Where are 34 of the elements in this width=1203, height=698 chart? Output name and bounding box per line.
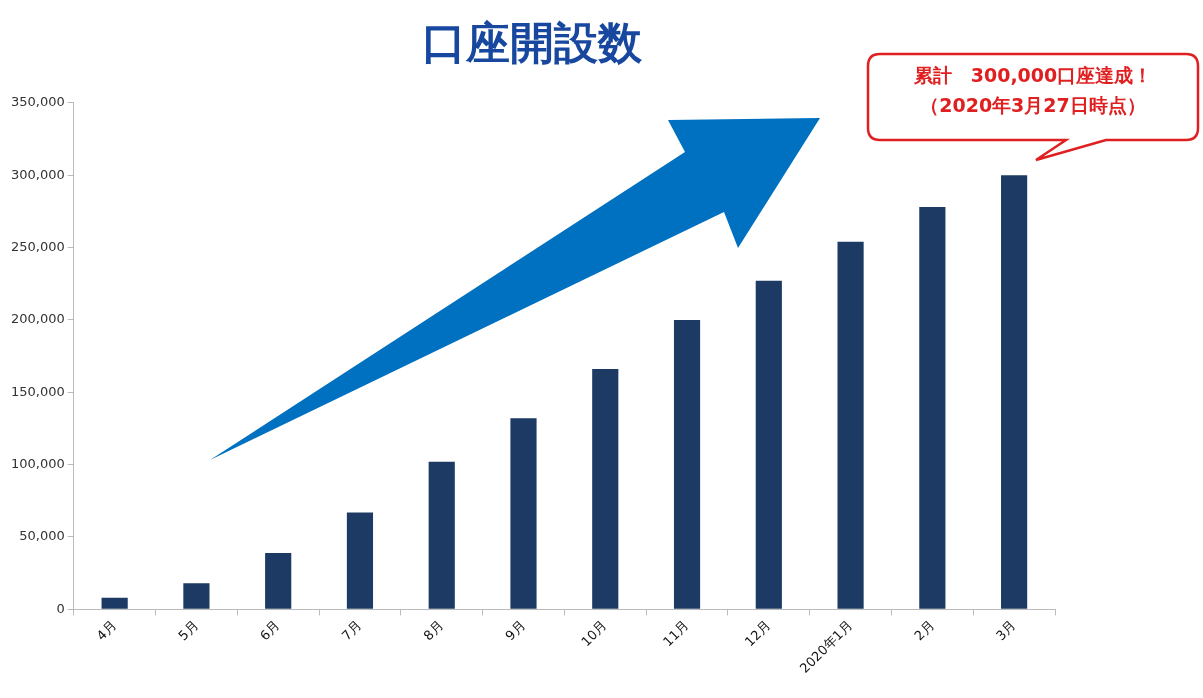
speech-bubble: 累計 300,000口座達成！ （2020年3月27日時点） [866, 52, 1200, 162]
y-tick-label: 0 [56, 600, 65, 616]
x-tick-label: 8月 [420, 617, 447, 644]
bar [673, 319, 701, 609]
x-tick-label: 7月 [338, 617, 365, 644]
x-tick-label: 5月 [175, 617, 201, 644]
bar [919, 207, 946, 609]
x-tick-label: 6月 [257, 617, 283, 644]
x-tick-label: 9月 [502, 617, 528, 644]
bar [755, 280, 782, 609]
x-tick-label: 3月 [992, 617, 1019, 644]
x-tick-label: 11月 [660, 617, 692, 650]
x-tick-label: 4月 [93, 617, 120, 644]
y-tick-label: 250,000 [10, 238, 65, 254]
y-tick-label: 150,000 [10, 383, 65, 399]
y-tick-label: 350,000 [10, 94, 65, 110]
bar [101, 597, 128, 609]
bar [428, 461, 455, 609]
bar [346, 512, 374, 609]
bar [1001, 175, 1028, 609]
bar [183, 583, 210, 609]
x-tick-label: 12月 [741, 617, 774, 650]
bar [592, 369, 619, 609]
chart-title: 口座開設数 [421, 16, 643, 68]
bar [837, 241, 864, 609]
bar [510, 418, 537, 609]
y-tick-label: 100,000 [10, 455, 65, 471]
x-tick-label: 2月 [911, 617, 937, 644]
y-tick-label: 200,000 [10, 311, 65, 327]
annotation: （2020年3月27日時点） [919, 93, 1147, 118]
x-tick-label: 10月 [578, 617, 610, 650]
y-tick-label: 300,000 [10, 166, 65, 182]
bar [265, 552, 292, 609]
y-tick-label: 50,000 [19, 528, 65, 544]
